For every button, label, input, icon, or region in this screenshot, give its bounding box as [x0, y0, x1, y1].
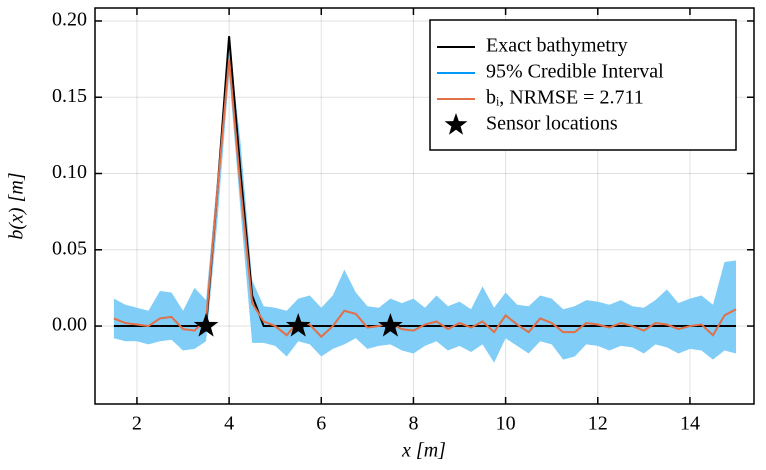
credible-band — [113, 42, 737, 363]
legend-box — [429, 19, 737, 151]
y-tick-label: 0.05 — [52, 237, 87, 259]
x-tick-label: 6 — [316, 413, 326, 435]
x-axis-label: x [m] — [401, 440, 446, 462]
sensor-marker — [285, 313, 311, 337]
plot-frame — [94, 7, 755, 405]
legend-label: bᵢ, NRMSE = 2.711 — [486, 87, 644, 109]
x-tick-label: 10 — [496, 413, 516, 435]
y-tick-label: 0.20 — [52, 9, 87, 31]
legend-label: Exact bathymetry — [486, 35, 628, 57]
sensor-marker — [378, 313, 403, 337]
x-tick-label: 4 — [224, 413, 234, 435]
y-axis-label: b(x) [m] — [6, 172, 28, 239]
x-tick-label: 2 — [132, 413, 142, 435]
legend-label: 95% Credible Interval — [486, 61, 664, 83]
x-tick-label: 14 — [680, 413, 700, 435]
legend-swatch — [444, 113, 468, 135]
y-tick-label: 0.10 — [52, 161, 87, 183]
sensor-marker — [193, 313, 219, 337]
y-tick-label: 0.00 — [52, 314, 87, 336]
x-tick-label: 12 — [588, 413, 608, 435]
legend-label: Sensor locations — [486, 113, 618, 135]
series-line — [113, 59, 737, 339]
y-tick-label: 0.15 — [52, 85, 87, 107]
x-tick-label: 8 — [408, 413, 418, 435]
